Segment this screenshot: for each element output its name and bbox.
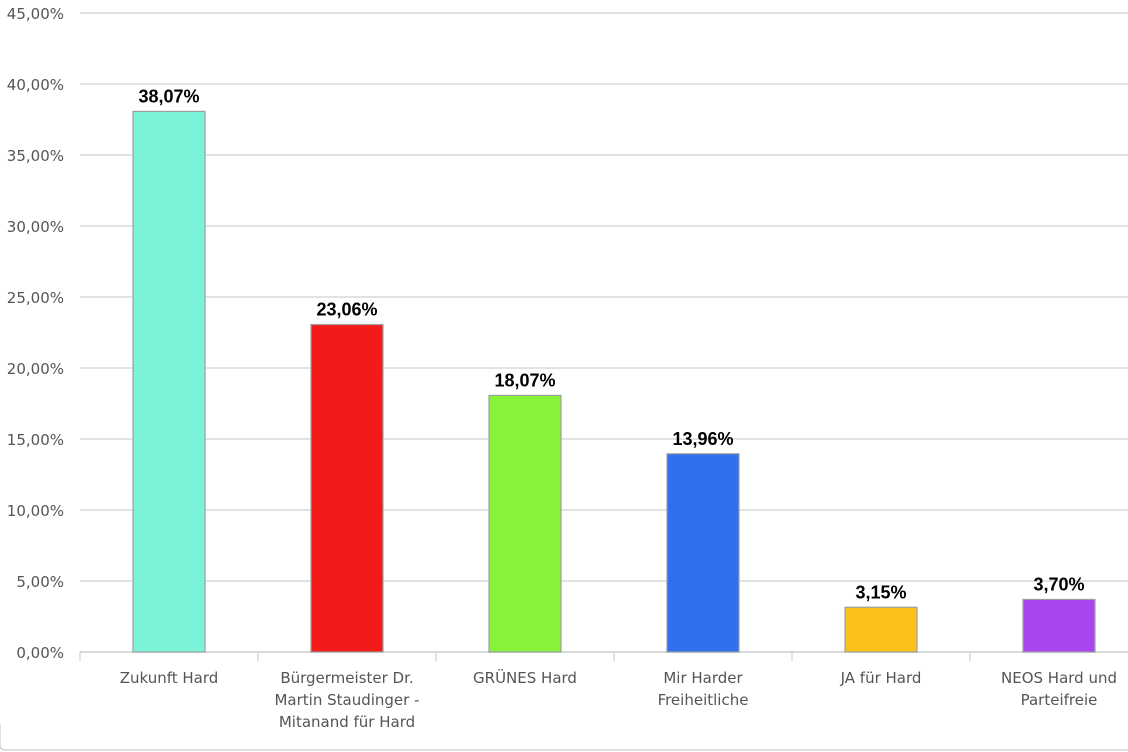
- data-label: 38,07%: [138, 86, 199, 106]
- y-tick-label: 20,00%: [7, 360, 64, 378]
- data-label: 3,70%: [1033, 574, 1084, 594]
- bar: [666, 453, 740, 653]
- x-category-label: GRÜNES Hard: [473, 668, 577, 687]
- x-axis-categories: Zukunft Hard Bürgermeister Dr. Martin Stau…: [120, 668, 1117, 731]
- x-category-label-line: Martin Staudinger -: [274, 691, 419, 709]
- y-tick-label: 35,00%: [7, 147, 64, 165]
- x-category-label-line: Parteifreie: [1021, 691, 1098, 709]
- x-category-label-line: Zukunft Hard: [120, 669, 219, 687]
- x-category-label-line: Freiheitliche: [658, 691, 749, 709]
- y-tick-label: 10,00%: [7, 502, 64, 520]
- x-category-label: NEOS Hard und Parteifreie: [1001, 669, 1117, 709]
- y-axis-ticks: 0,00% 5,00% 10,00% 15,00% 20,00% 25,00% 30,00%…: [7, 5, 64, 662]
- x-category-label-line: Bürgermeister Dr.: [280, 669, 413, 687]
- x-category-label-line: NEOS Hard und: [1001, 669, 1117, 687]
- bars: [132, 110, 1096, 653]
- data-labels: 38,07% 23,06% 18,07% 13,96% 3,15% 3,70%: [138, 86, 1084, 602]
- x-category-label-line: Mitanand für Hard: [279, 713, 415, 731]
- x-category-label-line: Mir Harder: [663, 669, 743, 687]
- x-category-label: Bürgermeister Dr. Martin Staudinger - Mita…: [274, 669, 419, 731]
- data-label: 23,06%: [316, 300, 377, 320]
- data-label: 3,15%: [855, 582, 906, 602]
- bar: [1022, 598, 1096, 653]
- data-label: 18,07%: [494, 370, 555, 390]
- y-tick-label: 30,00%: [7, 218, 64, 236]
- data-label: 13,96%: [672, 429, 733, 449]
- bar: [488, 394, 562, 653]
- x-category-label: Zukunft Hard: [120, 669, 219, 687]
- gridlines: [79, 12, 1128, 661]
- y-tick-label: 40,00%: [7, 76, 64, 94]
- y-tick-label: 5,00%: [16, 573, 64, 591]
- y-tick-label: 25,00%: [7, 289, 64, 307]
- chart-frame-bottom: [0, 724, 1128, 751]
- y-tick-label: 45,00%: [7, 5, 64, 23]
- x-category-label-line: GRÜNES Hard: [473, 668, 577, 687]
- bar: [844, 606, 918, 653]
- x-category-label: Mir Harder Freiheitliche: [658, 669, 749, 709]
- y-tick-label: 0,00%: [16, 644, 64, 662]
- bar: [310, 323, 384, 653]
- x-category-label: JA für Hard: [840, 669, 922, 687]
- y-tick-label: 15,00%: [7, 431, 64, 449]
- bar: [132, 110, 206, 653]
- x-category-label-line: JA für Hard: [840, 669, 922, 687]
